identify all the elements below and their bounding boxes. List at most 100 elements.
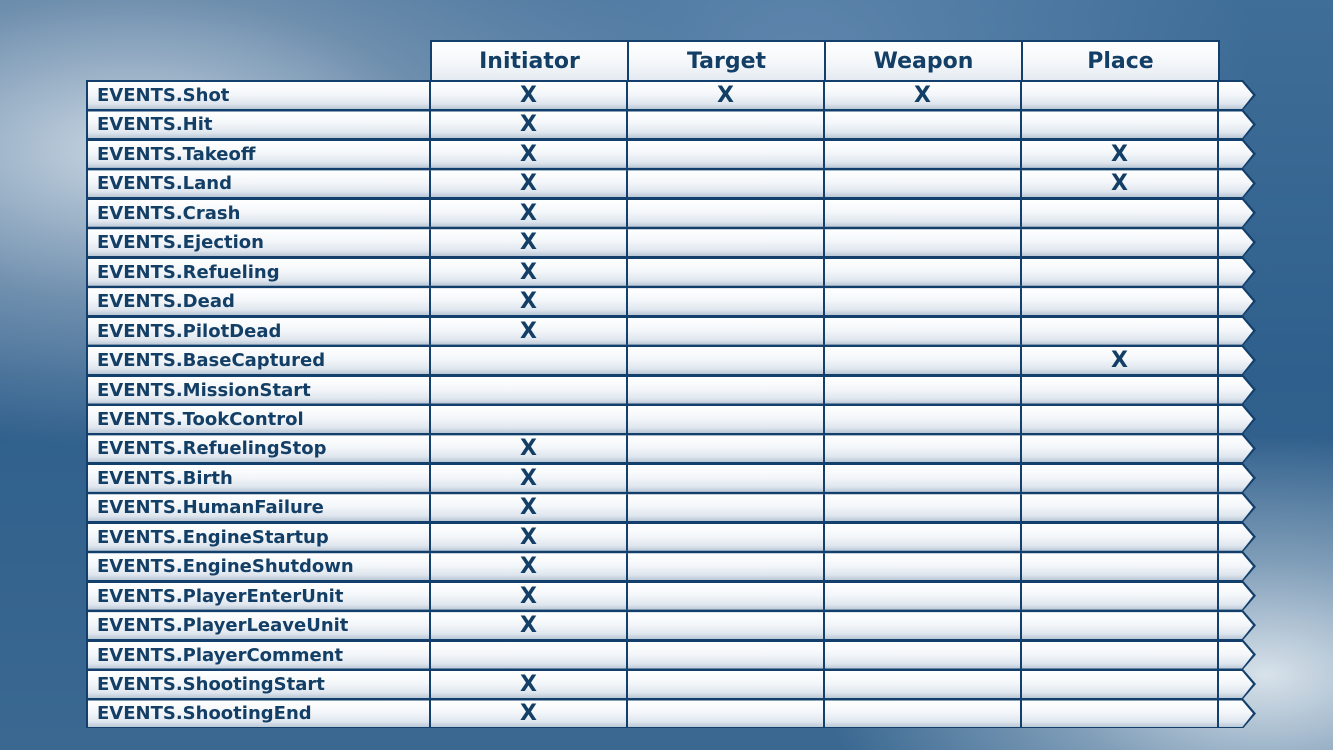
cell-weapon [825,553,1022,581]
table-row: EVENTS.TookControl [86,403,1256,434]
cell-place [1022,435,1219,463]
cell-place: X [1022,347,1219,375]
cell-place: X [1022,170,1219,198]
cell-weapon [825,405,1022,433]
cell-weapon [825,199,1022,227]
row-body: EVENTS.Ejection X [88,229,1253,257]
cell-initiator: X [431,582,628,610]
cell-initiator: X [431,258,628,286]
row-body: EVENTS.HumanFailure X [88,494,1253,522]
row-body: EVENTS.Shot X X X [88,82,1253,109]
cell-place: X [1022,140,1219,168]
cell-initiator: X [431,700,628,728]
event-name: EVENTS.Birth [88,464,431,492]
cell-place [1022,494,1219,522]
cell-initiator: X [431,464,628,492]
cell-place [1022,612,1219,640]
cell-weapon [825,317,1022,345]
table-row: EVENTS.HumanFailure X [86,492,1256,523]
table-row: EVENTS.EngineShutdown X [86,551,1256,582]
cell-target [628,700,825,728]
cell-initiator: X [431,494,628,522]
cell-target [628,140,825,168]
table-row: EVENTS.Ejection X [86,227,1256,258]
cell-weapon [825,258,1022,286]
row-body: EVENTS.Crash X [88,199,1253,227]
cell-place [1022,405,1219,433]
cell-target [628,582,825,610]
cell-initiator: X [431,111,628,139]
event-name: EVENTS.Crash [88,199,431,227]
cell-weapon [825,700,1022,728]
cell-target [628,229,825,257]
cell-place [1022,523,1219,551]
cell-initiator: X [431,229,628,257]
row-body: EVENTS.EngineShutdown X [88,553,1253,581]
row-body: EVENTS.EngineStartup X [88,523,1253,551]
cell-place [1022,82,1219,109]
cell-initiator: X [431,317,628,345]
event-name: EVENTS.Dead [88,288,431,316]
cell-weapon [825,435,1022,463]
cell-weapon [825,523,1022,551]
cell-place [1022,464,1219,492]
cell-weapon [825,464,1022,492]
cell-initiator: X [431,82,628,109]
cell-initiator: X [431,140,628,168]
row-body: EVENTS.Hit X [88,111,1253,139]
cell-target [628,435,825,463]
cell-target [628,170,825,198]
cell-target [628,641,825,669]
cell-initiator: X [431,671,628,698]
event-name: EVENTS.TookControl [88,405,431,433]
table-row: EVENTS.Land X X [86,168,1256,199]
table-row: EVENTS.PlayerLeaveUnit X [86,610,1256,641]
cell-place [1022,553,1219,581]
event-name: EVENTS.PlayerEnterUnit [88,582,431,610]
event-name: EVENTS.RefuelingStop [88,435,431,463]
cell-target [628,347,825,375]
event-name: EVENTS.EngineStartup [88,523,431,551]
cell-initiator: X [431,612,628,640]
cell-target [628,671,825,698]
cell-place [1022,199,1219,227]
cell-weapon [825,582,1022,610]
table-row: EVENTS.PilotDead X [86,315,1256,346]
cell-initiator: X [431,435,628,463]
event-name: EVENTS.Shot [88,82,431,109]
cell-target [628,111,825,139]
cell-target [628,258,825,286]
event-name: EVENTS.ShootingEnd [88,700,431,728]
column-header-initiator: Initiator [430,40,629,80]
table-row: EVENTS.PlayerComment [86,639,1256,670]
cell-place [1022,641,1219,669]
cell-weapon [825,641,1022,669]
event-name: EVENTS.Takeoff [88,140,431,168]
event-name: EVENTS.Hit [88,111,431,139]
cell-target [628,376,825,404]
cell-target [628,464,825,492]
cell-weapon [825,170,1022,198]
row-body: EVENTS.Takeoff X X [88,140,1253,168]
table-row: EVENTS.ShootingStart X [86,669,1256,699]
column-header-weapon: Weapon [824,40,1023,80]
cell-initiator [431,376,628,404]
table-row: EVENTS.Hit X [86,109,1256,140]
cell-weapon [825,288,1022,316]
column-header-place: Place [1021,40,1220,80]
event-name: EVENTS.MissionStart [88,376,431,404]
cell-place [1022,700,1219,728]
cell-initiator: X [431,170,628,198]
cell-place [1022,229,1219,257]
event-name: EVENTS.Refueling [88,258,431,286]
cell-weapon [825,494,1022,522]
event-name: EVENTS.EngineShutdown [88,553,431,581]
row-body: EVENTS.ShootingEnd X [88,700,1253,728]
cell-place [1022,582,1219,610]
event-name: EVENTS.Ejection [88,229,431,257]
table-row: EVENTS.Refueling X [86,256,1256,287]
row-body: EVENTS.PilotDead X [88,317,1253,345]
cell-target [628,405,825,433]
row-body: EVENTS.BaseCaptured X [88,347,1253,375]
cell-target [628,199,825,227]
